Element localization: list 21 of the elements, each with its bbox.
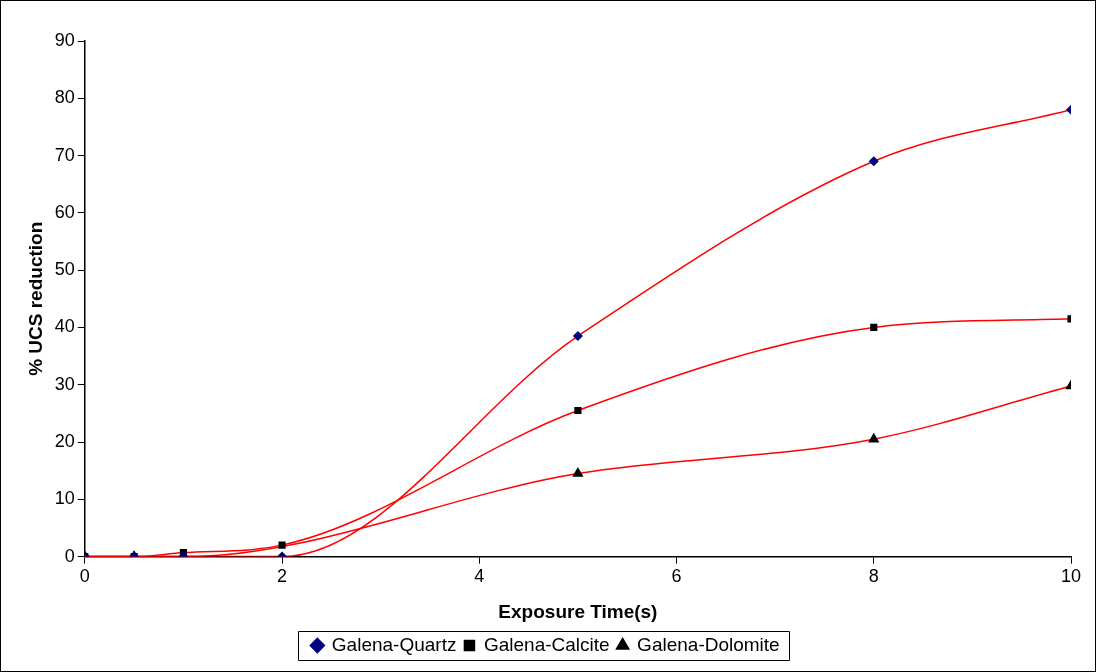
x-tick-label: 10 (1060, 566, 1082, 587)
legend-label: Galena-Calcite (483, 633, 610, 655)
legend-label: Galena-Dolomite (637, 633, 780, 655)
x-tick-label: 2 (277, 566, 288, 587)
legend-label: Galena-Quartz (331, 633, 457, 655)
x-axis-title: Exposure Time(s) (498, 600, 658, 622)
y-tick-label: 60 (54, 201, 75, 222)
y-tick-label: 20 (54, 430, 75, 451)
y-tick-label: 80 (54, 87, 75, 108)
y-tick-label: 50 (54, 259, 75, 280)
y-tick-label: 10 (54, 488, 75, 509)
y-tick-label: 0 (64, 545, 75, 566)
x-tick-label: 0 (79, 566, 90, 587)
x-tick-label: 6 (671, 566, 682, 587)
y-tick-label: 90 (54, 29, 75, 50)
x-tick-label: 8 (868, 566, 879, 587)
x-tick-label: 4 (474, 566, 485, 587)
y-tick-label: 30 (54, 373, 75, 394)
y-tick-label: 70 (54, 144, 75, 165)
y-tick-label: 40 (54, 316, 75, 337)
y-axis-title: % UCS reduction (24, 221, 46, 376)
